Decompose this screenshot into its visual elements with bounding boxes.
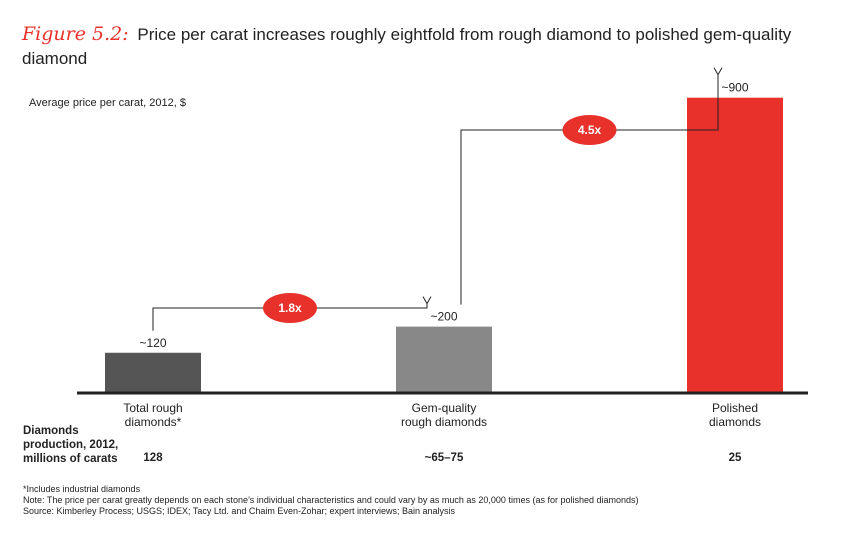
- multiplier-badge: [263, 293, 317, 323]
- category-label-line: Polished: [711, 401, 759, 415]
- category-label-line: diamonds: [708, 415, 762, 429]
- bar: [687, 97, 783, 392]
- category-label-total-rough: Total rough diamonds*: [73, 401, 233, 429]
- production-value-total-rough: 128: [143, 452, 163, 464]
- production-value-gem-quality: ~65–75: [424, 452, 464, 464]
- value-label: ~900: [721, 81, 748, 95]
- source-text: Source: Kimberley Process; USGS; IDEX; T…: [23, 506, 456, 516]
- category-label-line: rough diamonds: [400, 415, 488, 429]
- value-label: ~120: [139, 336, 166, 350]
- production-row-label: Diamonds production, 2012, millions of c…: [23, 424, 118, 466]
- connector-arrow: [713, 67, 723, 76]
- y-axis-label: Average price per carat, 2012, $: [29, 97, 186, 109]
- figure-label: Figure 5.2:: [22, 23, 129, 45]
- production-value-polished: 25: [728, 452, 742, 464]
- connector-line: [460, 73, 719, 305]
- value-label: ~200: [430, 310, 457, 324]
- bar: [105, 352, 201, 392]
- multiplier-badge: [562, 115, 617, 145]
- category-label-polished: Polished diamonds: [655, 401, 815, 429]
- connector-arrow: [422, 296, 432, 305]
- notes-block: *Includes industrial diamonds Note: The …: [23, 484, 639, 517]
- multiplier-label: 1.8x: [278, 301, 302, 315]
- note-text: Note: The price per carat greatly depend…: [23, 495, 639, 505]
- category-label-line: Total rough: [123, 401, 183, 415]
- category-label-line: diamonds*: [124, 415, 182, 429]
- category-label-line: Gem-quality: [411, 401, 477, 415]
- production-row-label-line: Diamonds: [23, 425, 79, 437]
- footnote: *Includes industrial diamonds: [23, 484, 141, 494]
- bar: [396, 326, 492, 392]
- category-label-gem-quality: Gem-quality rough diamonds: [364, 401, 524, 429]
- production-row-label-line: production, 2012,: [23, 439, 119, 451]
- chart-title: Figure 5.2: Price per carat increases ro…: [22, 22, 822, 71]
- title-text: Price per carat increases roughly eightf…: [22, 25, 792, 68]
- multiplier-label: 4.5x: [578, 123, 602, 137]
- production-row-label-line: millions of carats: [23, 453, 118, 465]
